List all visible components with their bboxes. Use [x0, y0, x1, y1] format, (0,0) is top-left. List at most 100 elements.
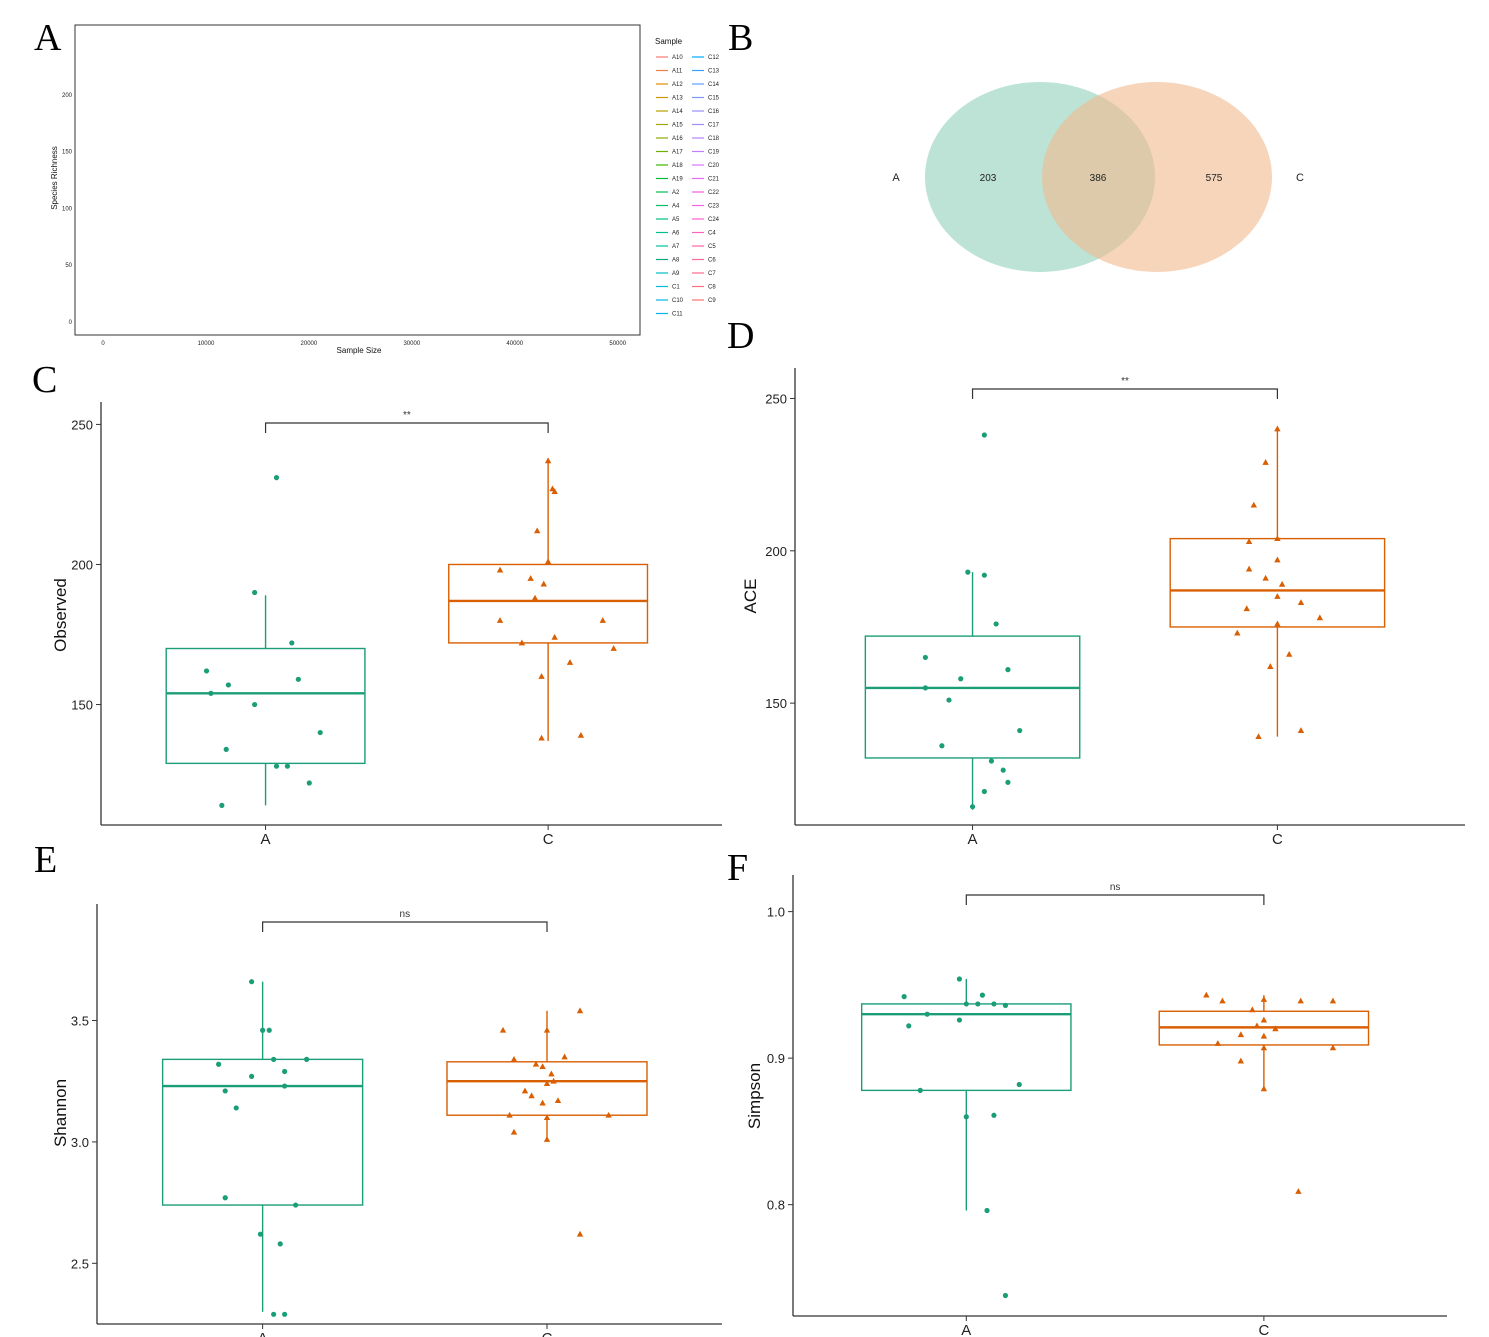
- significance-bracket: [971, 388, 1278, 399]
- legend-item-a9: A9: [656, 271, 680, 277]
- data-point: [1243, 605, 1250, 612]
- data-point: [1329, 1044, 1337, 1051]
- x-tick-label: 30000: [403, 341, 420, 347]
- data-point: [510, 1055, 518, 1062]
- legend-item-c12: C12: [692, 55, 720, 61]
- data-point: [538, 734, 545, 741]
- data-point: [1245, 565, 1253, 572]
- legend-item-c23: C23: [692, 204, 720, 210]
- data-point: [548, 1070, 555, 1077]
- data-point: [271, 1056, 277, 1062]
- data-point: [906, 1023, 912, 1029]
- legend-item-a14: A14: [656, 109, 683, 115]
- data-point: [543, 1026, 551, 1033]
- legend-item-c14: C14: [692, 82, 720, 88]
- legend-item-c10: C10: [656, 298, 684, 304]
- data-point: [1272, 1025, 1279, 1032]
- data-point: [969, 804, 976, 810]
- data-point: [222, 1195, 228, 1201]
- legend-item-a19: A19: [656, 177, 683, 183]
- legend-label: C7: [708, 271, 716, 277]
- legend-label: A13: [672, 96, 683, 102]
- legend-label: A18: [672, 163, 683, 169]
- legend-item-c7: C7: [692, 271, 716, 277]
- data-point: [1274, 425, 1281, 432]
- data-point: [1297, 599, 1305, 605]
- venn-circle-c: [1042, 82, 1272, 272]
- data-point: [1262, 574, 1269, 581]
- data-point: [605, 1111, 612, 1118]
- data-point: [1274, 556, 1281, 563]
- data-point: [993, 621, 999, 627]
- data-point: [946, 697, 952, 703]
- legend-label: A12: [672, 82, 683, 88]
- simpson-boxplot: Simpson 0.8 0.9 1.0 A Cns: [745, 875, 1447, 1337]
- data-point: [252, 701, 258, 708]
- data-point: [576, 1230, 584, 1237]
- y-tick-label: 1.0: [767, 905, 785, 920]
- data-point: [561, 1053, 568, 1060]
- data-point: [963, 1001, 969, 1007]
- data-point: [991, 1112, 997, 1118]
- data-point: [981, 432, 987, 438]
- data-point: [958, 676, 964, 682]
- venn-count-c-only: 575: [1206, 173, 1223, 184]
- data-point: [965, 569, 971, 575]
- data-point: [533, 527, 541, 534]
- data-point: [528, 1092, 535, 1099]
- rarefaction-legend: A10 A11 A12 A13 A14 A15 A16 A17 A18 A19 A2 A4 A5 A6 A7…: [656, 55, 720, 318]
- legend-item-a11: A11: [656, 69, 683, 75]
- y-tick-label: 3.0: [71, 1135, 89, 1150]
- data-point: [527, 575, 534, 581]
- legend-item-a12: A12: [656, 82, 683, 88]
- venn-label-c: C: [1296, 172, 1304, 184]
- data-point: [539, 1099, 546, 1106]
- legend-label: C14: [708, 82, 720, 88]
- y-tick-label: 0: [69, 320, 73, 326]
- data-point: [551, 633, 558, 640]
- legend-item-c8: C8: [692, 285, 716, 291]
- legend-label: C8: [708, 285, 716, 291]
- y-tick-label: 200: [62, 93, 73, 99]
- data-point: [1255, 733, 1262, 740]
- legend-label: A16: [672, 136, 683, 142]
- data-point: [1260, 996, 1268, 1002]
- y-tick-label: 150: [62, 150, 73, 156]
- box-group-a: [860, 976, 1072, 1299]
- data-point: [219, 802, 225, 808]
- data-point: [988, 758, 995, 764]
- y-tick-label: 50: [65, 263, 72, 269]
- significance-bracket: [264, 422, 549, 433]
- y-tick-label: 250: [71, 417, 93, 432]
- data-point: [577, 731, 585, 738]
- legend-label: C16: [708, 109, 720, 115]
- legend-label: A2: [672, 190, 680, 196]
- y-tick-label: 250: [765, 391, 787, 406]
- box-iqr: [446, 1061, 648, 1116]
- data-point: [1237, 1031, 1245, 1038]
- data-point: [284, 763, 291, 769]
- legend-label: A8: [672, 258, 680, 264]
- legend-label: A4: [672, 204, 680, 210]
- panel-letter-b: B: [728, 17, 753, 59]
- data-point: [1005, 779, 1011, 785]
- data-point: [1274, 620, 1281, 627]
- legend-item-a5: A5: [656, 217, 680, 223]
- data-point: [1295, 1188, 1302, 1194]
- legend-item-c9: C9: [692, 298, 716, 304]
- data-point: [538, 673, 545, 679]
- legend-label: A15: [672, 123, 683, 129]
- data-point: [543, 1136, 551, 1142]
- x-tick-label-c: C: [1272, 831, 1283, 848]
- data-point: [991, 1001, 997, 1007]
- data-point: [1234, 629, 1241, 636]
- legend-label: A10: [672, 55, 683, 61]
- data-point: [496, 566, 504, 573]
- data-point: [543, 1080, 551, 1087]
- data-point: [233, 1105, 239, 1111]
- data-point: [260, 1027, 266, 1033]
- data-point: [1002, 1292, 1009, 1299]
- legend-label: A14: [672, 109, 683, 115]
- data-point: [1285, 650, 1293, 657]
